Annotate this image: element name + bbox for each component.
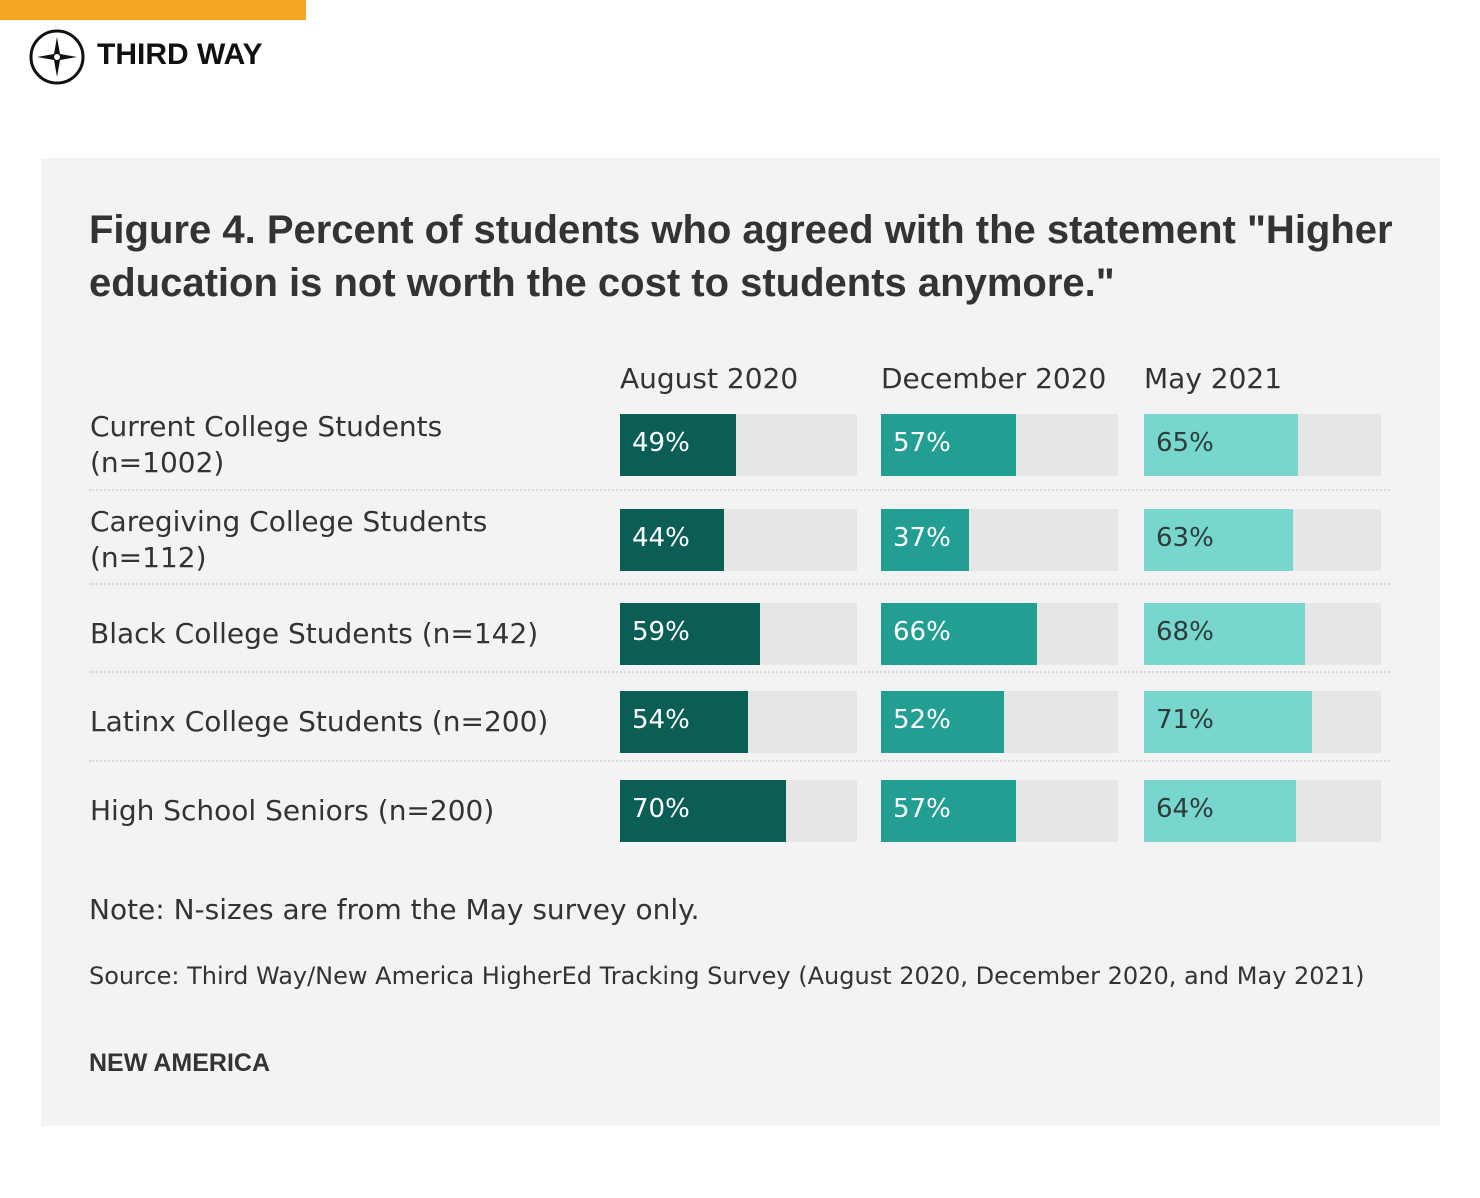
row-separator: [89, 489, 1390, 491]
bar: [620, 691, 748, 753]
bar: [881, 509, 969, 571]
bar: [1144, 691, 1313, 753]
value-label: 57%: [893, 794, 951, 824]
value-label: 52%: [893, 705, 951, 735]
value-label: 59%: [632, 617, 690, 647]
bar: [620, 780, 786, 842]
value-label: 71%: [1156, 705, 1214, 735]
row-separator: [89, 583, 1390, 585]
source: Source: Third Way/New America HigherEd T…: [89, 962, 1365, 990]
category-label: Caregiving College Students (n=112): [90, 505, 488, 574]
value-label: 57%: [893, 428, 951, 458]
value-label: 63%: [1156, 523, 1214, 553]
category-label: High School Seniors (n=200): [90, 794, 495, 827]
category-label: Black College Students (n=142): [90, 617, 539, 650]
bar: [620, 414, 737, 476]
bar: [881, 603, 1038, 665]
value-label: 65%: [1156, 428, 1214, 458]
bar: [620, 509, 725, 571]
bar: [881, 780, 1017, 842]
bar: [881, 691, 1005, 753]
credit: NEW AMERICA: [89, 1049, 271, 1077]
value-label: 66%: [893, 617, 951, 647]
value-label: 54%: [632, 705, 690, 735]
category-label: Latinx College Students (n=200): [90, 705, 549, 738]
value-label: 70%: [632, 794, 690, 824]
value-label: 68%: [1156, 617, 1214, 647]
legend-label: May 2021: [1144, 362, 1283, 395]
value-label: 44%: [632, 523, 690, 553]
bar: [881, 414, 1017, 476]
value-label: 37%: [893, 523, 951, 553]
accent-bar: [0, 0, 306, 20]
chart-title: Figure 4. Percent of students who agreed…: [89, 208, 1393, 305]
value-label: 64%: [1156, 794, 1214, 824]
row-separator: [89, 760, 1390, 762]
bar: [1144, 509, 1294, 571]
legend-label: August 2020: [620, 362, 799, 395]
bar: [1144, 414, 1299, 476]
logo-icon: [29, 29, 85, 85]
bar: [1144, 603, 1306, 665]
row-separator: [89, 671, 1390, 673]
value-label: 49%: [632, 428, 690, 458]
note: Note: N-sizes are from the May survey on…: [89, 893, 700, 926]
category-label: Current College Students (n=1002): [90, 410, 443, 479]
logo-text: THIRD WAY: [97, 38, 263, 71]
bar: [1144, 780, 1296, 842]
legend-label: December 2020: [881, 362, 1107, 395]
bar: [620, 603, 760, 665]
